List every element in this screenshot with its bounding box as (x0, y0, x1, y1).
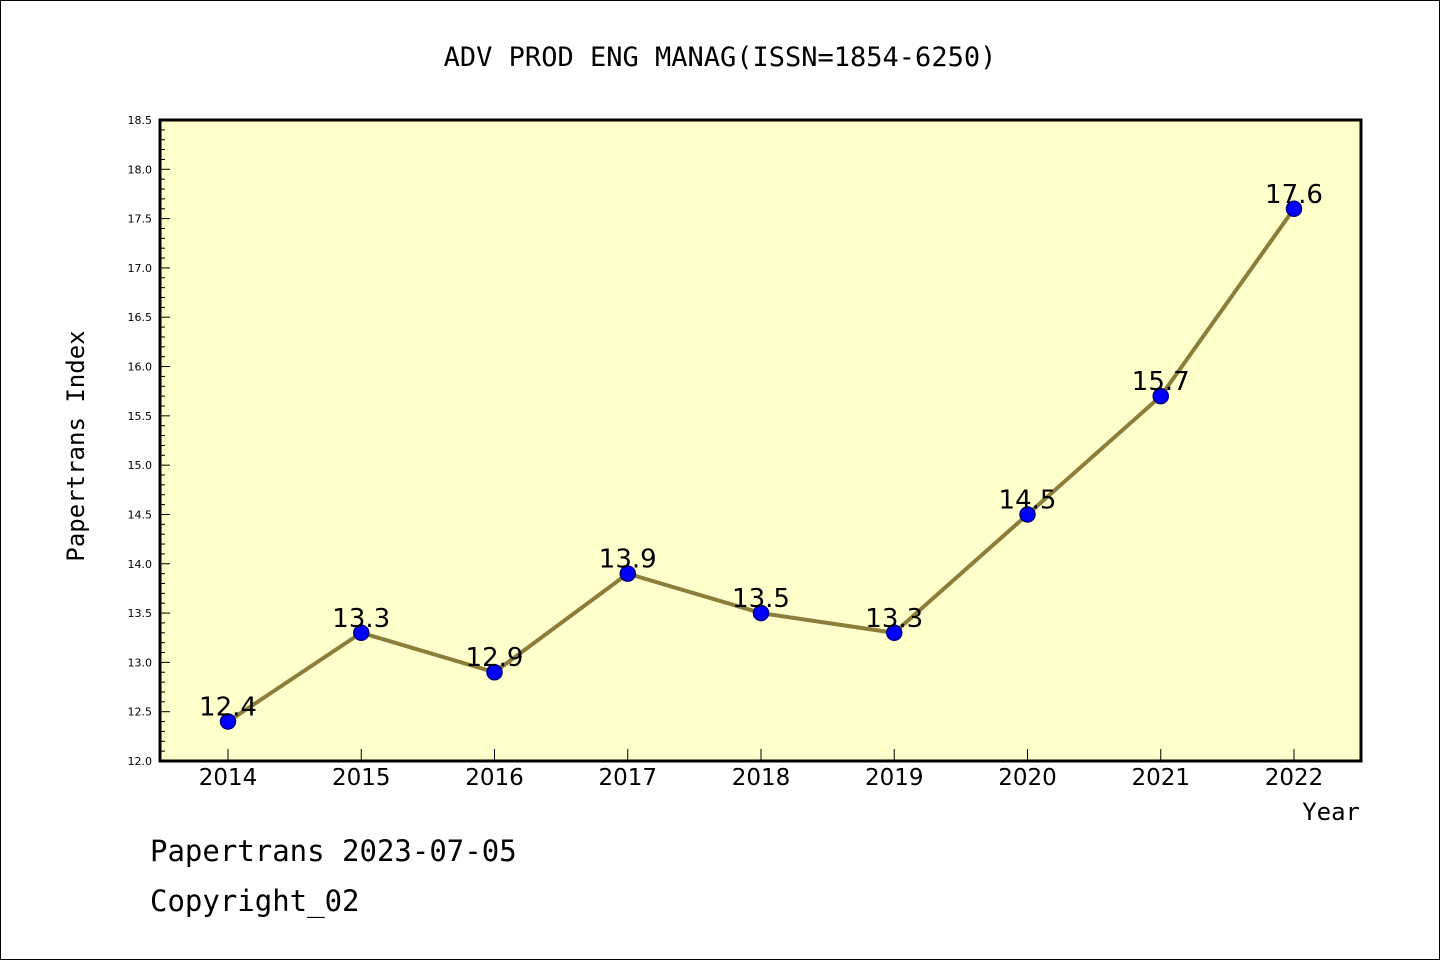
y-tick-label: 15.5 (128, 410, 153, 423)
data-label: 17.6 (1265, 180, 1323, 210)
x-tick-label: 2016 (465, 765, 524, 791)
y-tick-label: 14.0 (128, 558, 153, 571)
data-point (1019, 506, 1036, 523)
plot-area (158, 118, 1363, 763)
y-axis-label: Papertrans Index (62, 330, 90, 561)
y-axis-ticks: 12.0 12.5 13.0 13.5 14.0 14.5 15.0 15.5 16.0 16.5… (128, 114, 170, 768)
footer-date-line: Papertrans 2023-07-05 (150, 834, 517, 868)
y-tick-label: 17.0 (128, 262, 153, 275)
data-point (1285, 200, 1303, 218)
data-point (619, 565, 636, 582)
x-tick-label: 2017 (598, 765, 657, 791)
data-labels: 12.4 13.3 12.9 13.9 13.5 13.3 14.5 15.7 17.6 (199, 180, 1323, 723)
y-tick-label: 12.0 (128, 755, 153, 768)
y-tick-label: 12.5 (128, 706, 153, 719)
data-point (353, 624, 370, 642)
x-tick-label: 2020 (998, 765, 1057, 791)
data-label: 15.7 (1132, 367, 1190, 397)
x-axis-ticks: 2014 2015 2016 2017 2018 2019 2020 2021 2022 (199, 749, 1324, 791)
y-tick-label: 15.0 (128, 459, 153, 472)
x-tick-label: 2014 (199, 765, 258, 791)
x-tick-label: 2015 (332, 765, 391, 791)
x-axis-label: Year (1302, 798, 1360, 826)
x-tick-label: 2022 (1265, 765, 1324, 791)
x-tick-label: 2019 (865, 765, 924, 791)
data-point (752, 604, 770, 622)
data-point (886, 624, 903, 642)
data-point (219, 713, 237, 730)
y-tick-label: 16.0 (128, 361, 153, 374)
footer-copyright-line: Copyright_02 (150, 884, 360, 918)
y-tick-label: 18.5 (128, 114, 153, 127)
chart-title: ADV PROD ENG MANAG(ISSN=1854-6250) (444, 42, 997, 73)
data-label: 13.9 (599, 545, 657, 575)
data-point (1152, 387, 1169, 405)
x-tick-label: 2018 (732, 765, 791, 791)
data-label: 14.5 (999, 485, 1057, 515)
data-label: 12.9 (466, 643, 524, 673)
y-tick-label: 13.5 (128, 607, 153, 620)
y-tick-label: 18.0 (128, 163, 153, 176)
data-markers (219, 200, 1303, 730)
y-tick-label: 14.5 (128, 508, 153, 521)
y-tick-label: 13.0 (128, 656, 153, 669)
x-tick-label: 2021 (1131, 765, 1190, 791)
y-tick-label: 16.5 (128, 311, 153, 324)
data-label: 13.3 (865, 604, 923, 634)
data-label: 13.5 (732, 584, 790, 614)
y-tick-label: 17.5 (128, 213, 153, 226)
series-group: 12.4 13.3 12.9 13.9 13.5 13.3 14.5 15.7 17.6 (199, 180, 1323, 730)
data-label: 12.4 (199, 693, 257, 723)
data-label: 13.3 (332, 604, 390, 634)
data-point (486, 663, 503, 681)
